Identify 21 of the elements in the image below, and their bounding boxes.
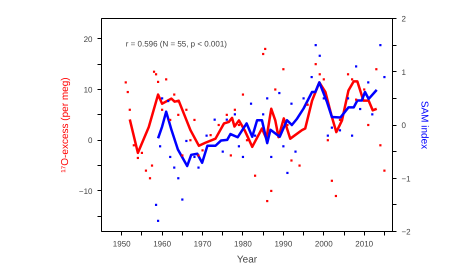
y-tick-label: 10: [84, 86, 94, 94]
y2-tick-label: 1: [402, 68, 406, 77]
y2-tick-label: −1: [402, 174, 412, 184]
y2-tick-label: 2: [402, 14, 406, 24]
y-axis-title: ¹⁷O-excess (per meg): [60, 77, 71, 173]
x-tick-label: 2010: [355, 240, 374, 248]
y-tick-label: 0: [88, 136, 94, 146]
y2-tick-label: −2: [402, 228, 412, 236]
x-tick-label: 2000: [314, 240, 334, 248]
x-tick-label: 1990: [274, 240, 293, 248]
y2-tick-label: 0: [402, 121, 406, 130]
line-series: [156, 81, 378, 168]
x-tick-label: 1970: [194, 240, 212, 248]
y-tick-label: 20: [84, 34, 94, 44]
y2-axis-title: SAM index: [418, 100, 430, 150]
x-tick-label: 1950: [112, 240, 132, 248]
x-tick-label: 1980: [234, 240, 252, 248]
annotation: r = 0.596 (N = 55, p < 0.001): [126, 39, 228, 48]
x-axis-title: Year: [236, 254, 258, 266]
x-tick-label: 1960: [153, 240, 172, 248]
y-tick-label: −10: [78, 186, 94, 196]
